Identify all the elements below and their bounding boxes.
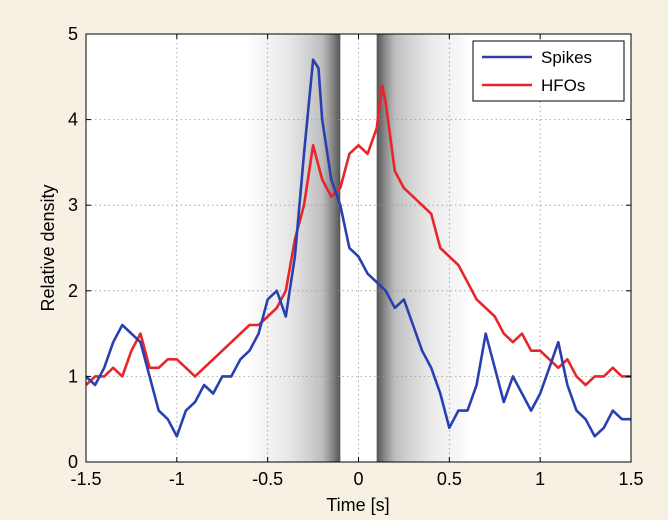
series-line-spikes — [86, 58, 631, 438]
axis-ticks — [85, 33, 632, 463]
legend-label-hfos: HFOs — [541, 76, 585, 95]
x-axis-label: Time [s] — [326, 495, 389, 515]
shaded-band-1 — [376, 34, 468, 462]
y-tick-label: 4 — [68, 110, 78, 130]
shaded-bands — [249, 34, 468, 462]
x-tick-label: 1.5 — [618, 469, 643, 489]
legend-label-spikes: Spikes — [541, 48, 592, 67]
x-tick-label: -0.5 — [252, 469, 283, 489]
legend-box — [472, 40, 625, 102]
y-tick-label: 2 — [68, 281, 78, 301]
y-axis-label: Relative density — [38, 184, 58, 311]
x-tick-label: -1.5 — [70, 469, 101, 489]
x-tick-label: 0 — [353, 469, 363, 489]
x-tick-label: -1 — [169, 469, 185, 489]
y-tick-label: 1 — [68, 366, 78, 386]
legend: Spikes HFOs — [472, 40, 625, 102]
y-tick-labels: 0 1 2 3 4 5 — [68, 24, 78, 472]
y-tick-label: 5 — [68, 24, 78, 44]
x-tick-label: 0.5 — [437, 469, 462, 489]
x-tick-label: 1 — [535, 469, 545, 489]
x-tick-labels: -1.5 -1 -0.5 0 0.5 1 1.5 — [70, 469, 643, 489]
y-tick-label: 0 — [68, 452, 78, 472]
y-tick-label: 3 — [68, 195, 78, 215]
series-line-hfos — [86, 84, 631, 387]
